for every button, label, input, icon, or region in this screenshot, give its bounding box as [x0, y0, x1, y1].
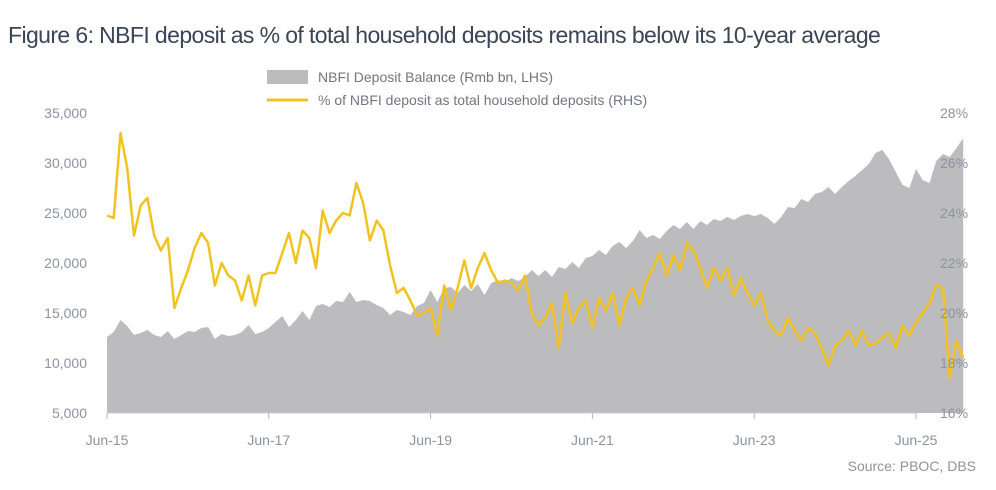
legend-area-swatch — [267, 70, 308, 84]
left-y-tick-label: 25,000 — [44, 205, 87, 221]
x-axis: Jun-15 Jun-17 Jun-19 Jun-21 Jun-23 Jun-25 — [86, 413, 938, 448]
right-y-tick-label: 22% — [940, 255, 968, 271]
right-y-tick-label: 28% — [940, 105, 968, 121]
x-tick-label: Jun-15 — [86, 432, 129, 448]
left-y-tick-label: 20,000 — [44, 255, 87, 271]
series-area-nbfi-deposit-balance — [107, 138, 964, 413]
left-y-tick-label: 35,000 — [44, 105, 87, 121]
chart-title: Figure 6: NBFI deposit as % of total hou… — [8, 22, 881, 48]
x-tick-label: Jun-21 — [571, 432, 614, 448]
right-y-tick-label: 18% — [940, 355, 968, 371]
x-tick-label: Jun-25 — [895, 432, 938, 448]
x-tick-label: Jun-17 — [247, 432, 290, 448]
right-y-axis: 16% 18% 20% 22% 24% 26% 28% — [940, 105, 968, 421]
right-y-tick-label: 16% — [940, 405, 968, 421]
left-y-axis: 5,000 10,000 15,000 20,000 25,000 30,000 35,00… — [44, 105, 87, 421]
legend-label-line: % of NBFI deposit as total household dep… — [318, 92, 647, 108]
x-tick-label: Jun-23 — [733, 432, 776, 448]
source-note: Source: PBOC, DBS — [847, 458, 976, 474]
x-tick-label: Jun-19 — [409, 432, 452, 448]
legend-label-area: NBFI Deposit Balance (Rmb bn, LHS) — [318, 69, 553, 85]
series-line-nbfi-share — [106, 131, 965, 380]
right-y-tick-label: 26% — [940, 155, 968, 171]
plot-area — [106, 131, 965, 414]
legend: NBFI Deposit Balance (Rmb bn, LHS) % of … — [267, 69, 647, 108]
left-y-tick-label: 15,000 — [44, 305, 87, 321]
right-y-tick-label: 24% — [940, 205, 968, 221]
left-y-tick-label: 5,000 — [52, 405, 87, 421]
left-y-tick-label: 10,000 — [44, 355, 87, 371]
right-y-tick-label: 20% — [940, 305, 968, 321]
left-y-tick-label: 30,000 — [44, 155, 87, 171]
